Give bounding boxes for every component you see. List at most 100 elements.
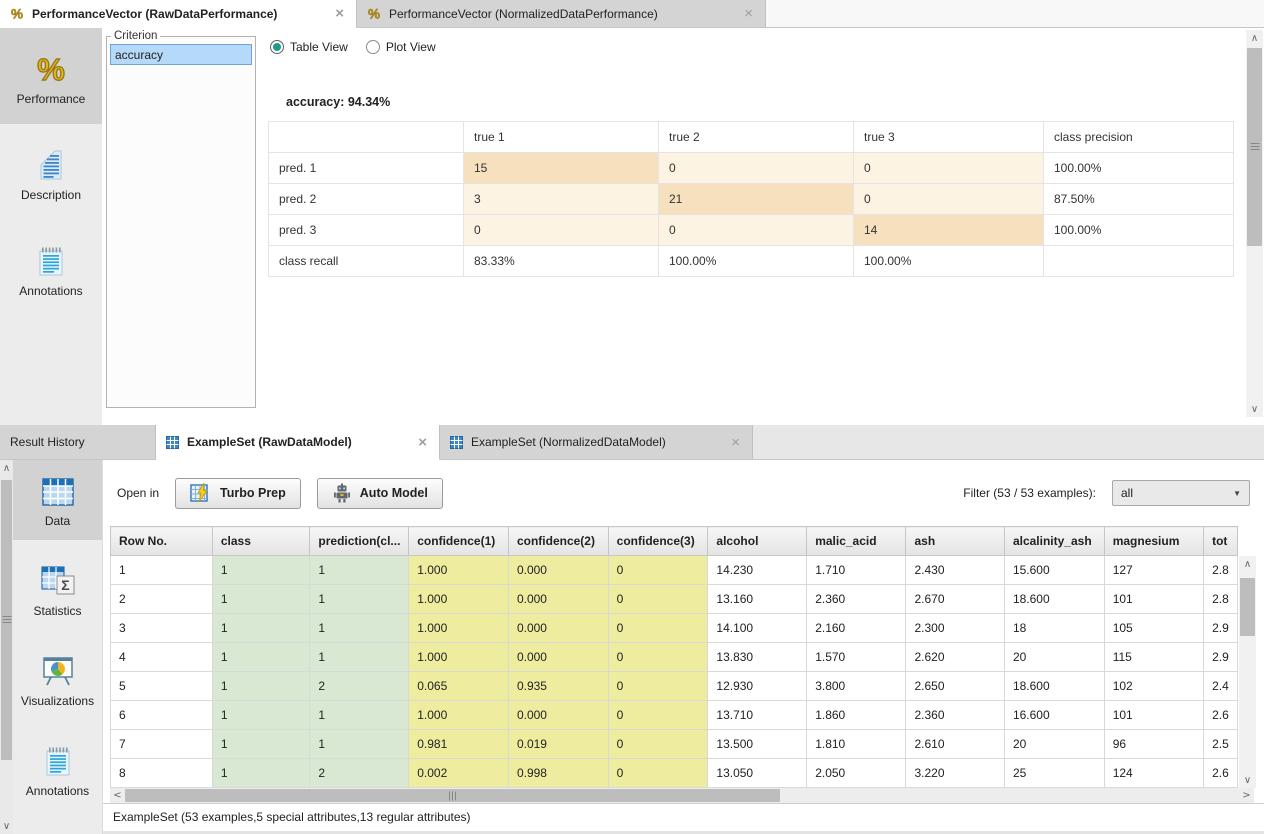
column-header-ash[interactable]: ash (905, 526, 1005, 556)
table-row[interactable]: 6 1 1 1.000 0.000 0 13.710 1.860 2.360 16.600 101 2… (110, 700, 1238, 730)
sidebar-item-annotations[interactable]: Annotations (13, 728, 102, 810)
sidebar-item-data[interactable]: Data (13, 460, 102, 540)
sidebar-item-description[interactable]: Description (0, 124, 102, 220)
table-cell: 96 (1103, 729, 1205, 759)
close-icon[interactable]: × (731, 433, 740, 451)
table-row[interactable]: 3 1 1 1.000 0.000 0 14.100 2.160 2.300 18 105 2.9 (110, 613, 1238, 643)
performance-panel: % PerformanceVector (RawDataPerformance) ×… (0, 0, 1264, 425)
top-tab-bar: % PerformanceVector (RawDataPerformance) ×… (0, 0, 1264, 28)
table-cell: 2.8 (1203, 584, 1238, 614)
close-icon[interactable]: × (335, 5, 344, 22)
column-header-prediction-cl[interactable]: prediction(cl... (309, 526, 410, 556)
scrollbar-thumb[interactable] (125, 789, 780, 802)
auto-model-button[interactable]: Auto Model (316, 477, 443, 509)
matrix-cell: 100.00% (853, 245, 1044, 277)
column-header-tot[interactable]: tot (1203, 526, 1238, 556)
matrix-cell: 83.33% (463, 245, 659, 277)
table-cell: 2.4 (1203, 671, 1238, 701)
scrollbar-vertical-top[interactable]: ∧ ∨ (1246, 30, 1263, 417)
column-header-row-no[interactable]: Row No. (110, 526, 213, 556)
scrollbar-thumb[interactable] (1, 480, 12, 760)
table-cell: 1 (309, 700, 410, 730)
table-cell: 1.000 (408, 555, 509, 585)
scrollbar-thumb[interactable] (1247, 48, 1262, 246)
close-icon[interactable]: × (418, 433, 427, 451)
tab-performancevector-normalizeddataperformance[interactable]: % PerformanceVector (NormalizedDataPerfor… (357, 0, 766, 27)
tab-performancevector-rawdataperformance[interactable]: % PerformanceVector (RawDataPerformance) × (0, 0, 357, 28)
table-cell: 0 (607, 671, 709, 701)
radio-label: Table View (290, 40, 348, 54)
scroll-up-icon[interactable]: ∧ (2, 462, 11, 474)
close-icon[interactable]: × (744, 5, 753, 22)
table-row[interactable]: 8 1 2 0.002 0.998 0 13.050 2.050 3.220 25 124 2.6 (110, 758, 1238, 788)
table-cell: 2.6 (1203, 700, 1238, 730)
table-row[interactable]: 2 1 1 1.000 0.000 0 13.160 2.360 2.670 18.600 101 2… (110, 584, 1238, 614)
table-cell: 2.9 (1203, 642, 1238, 672)
radio-table-view[interactable]: Table View (270, 40, 348, 54)
matrix-cell: 3 (463, 183, 659, 215)
column-header-alcohol[interactable]: alcohol (707, 526, 808, 556)
scrollbar-track[interactable] (125, 788, 1239, 803)
svg-text:Σ: Σ (61, 577, 69, 593)
sidebar-item-statistics[interactable]: Σ Statistics (13, 548, 102, 630)
table-row[interactable]: 4 1 1 1.000 0.000 0 13.830 1.570 2.620 20 115 2.9 (110, 642, 1238, 672)
criterion-list: accuracy (109, 44, 253, 65)
column-header-confidence-3[interactable]: confidence(3) (607, 526, 709, 556)
filter-dropdown[interactable]: all ▼ (1112, 480, 1250, 506)
matrix-row-label: pred. 3 (268, 214, 464, 246)
tab-result-history[interactable]: Result History (0, 425, 156, 459)
scroll-up-icon[interactable]: ∧ (1243, 558, 1252, 570)
criterion-item-accuracy[interactable]: accuracy (110, 44, 252, 65)
scroll-up-icon[interactable]: ∧ (1250, 32, 1259, 44)
table-cell: 0.000 (507, 613, 609, 643)
confusion-matrix: true 1 true 2 true 3 class precision pred. 1… (268, 121, 1234, 277)
table-cell: 12.930 (707, 671, 808, 701)
column-header-malic-acid[interactable]: malic_acid (806, 526, 907, 556)
scrollbar-track[interactable] (1239, 572, 1256, 772)
scrollbar-track[interactable] (0, 476, 13, 818)
tab-exampleset-rawdatamodel[interactable]: ExampleSet (RawDataModel) × (156, 425, 440, 460)
table-cell: 2.360 (806, 584, 907, 614)
table-cell: 2.300 (905, 613, 1005, 643)
table-cell: 2 (309, 671, 410, 701)
sidebar-item-annotations[interactable]: Annotations (0, 220, 102, 316)
scrollbar-horizontal-table[interactable]: < > (110, 788, 1254, 803)
scroll-down-icon[interactable]: ∨ (1243, 774, 1252, 786)
grip-icon (448, 791, 457, 800)
table-cell: 3 (110, 613, 213, 643)
matrix-cell-precision: 87.50% (1043, 183, 1234, 215)
table-cell: 1.710 (806, 555, 907, 585)
scroll-down-icon[interactable]: ∨ (2, 820, 11, 832)
scrollbar-vertical-left[interactable]: ∧ ∨ (0, 460, 13, 834)
scroll-down-icon[interactable]: ∨ (1250, 403, 1259, 415)
sidebar-item-performance[interactable]: % Performance (0, 28, 102, 124)
matrix-cell: 15 (463, 152, 659, 184)
scrollbar-thumb[interactable] (1240, 578, 1255, 636)
table-cell: 20 (1003, 642, 1105, 672)
table-cell: 2.670 (905, 584, 1005, 614)
radio-plot-view[interactable]: Plot View (365, 40, 436, 54)
table-cell: 1 (110, 555, 213, 585)
scrollbar-vertical-table[interactable]: ∧ ∨ (1239, 556, 1256, 788)
table-cell: 13.050 (707, 758, 808, 788)
table-row[interactable]: 5 1 2 0.065 0.935 0 12.930 3.800 2.650 18.600 102 2… (110, 671, 1238, 701)
tab-exampleset-normalizeddatamodel[interactable]: ExampleSet (NormalizedDataModel) × (440, 425, 753, 459)
scroll-left-icon[interactable]: < (113, 790, 122, 801)
table-row[interactable]: 7 1 1 0.981 0.019 0 13.500 1.810 2.610 20 96 2.5 (110, 729, 1238, 759)
percent-icon: % (367, 6, 381, 21)
matrix-cell-precision: 100.00% (1043, 152, 1234, 184)
column-header-confidence-2[interactable]: confidence(2) (507, 526, 609, 556)
scrollbar-track[interactable] (1246, 46, 1263, 401)
turbo-prep-label: Turbo Prep (220, 486, 286, 500)
column-header-class[interactable]: class (211, 526, 311, 556)
table-cell: 1.860 (806, 700, 907, 730)
turbo-prep-button[interactable]: Turbo Prep (175, 477, 301, 509)
scroll-right-icon[interactable]: > (1242, 790, 1251, 801)
sidebar-item-visualizations[interactable]: Visualizations (13, 638, 102, 720)
column-header-alcalinity-ash[interactable]: alcalinity_ash (1003, 526, 1105, 556)
exampleset-body: ∧ ∨ Data Σ Statistics Visualizations Annotat… (0, 460, 1264, 834)
table-row[interactable]: 1 1 1 1.000 0.000 0 14.230 1.710 2.430 15.600 127 2… (110, 555, 1238, 585)
sidebar-item-label: Data (44, 514, 71, 528)
column-header-confidence-1[interactable]: confidence(1) (408, 526, 509, 556)
column-header-magnesium[interactable]: magnesium (1103, 526, 1205, 556)
